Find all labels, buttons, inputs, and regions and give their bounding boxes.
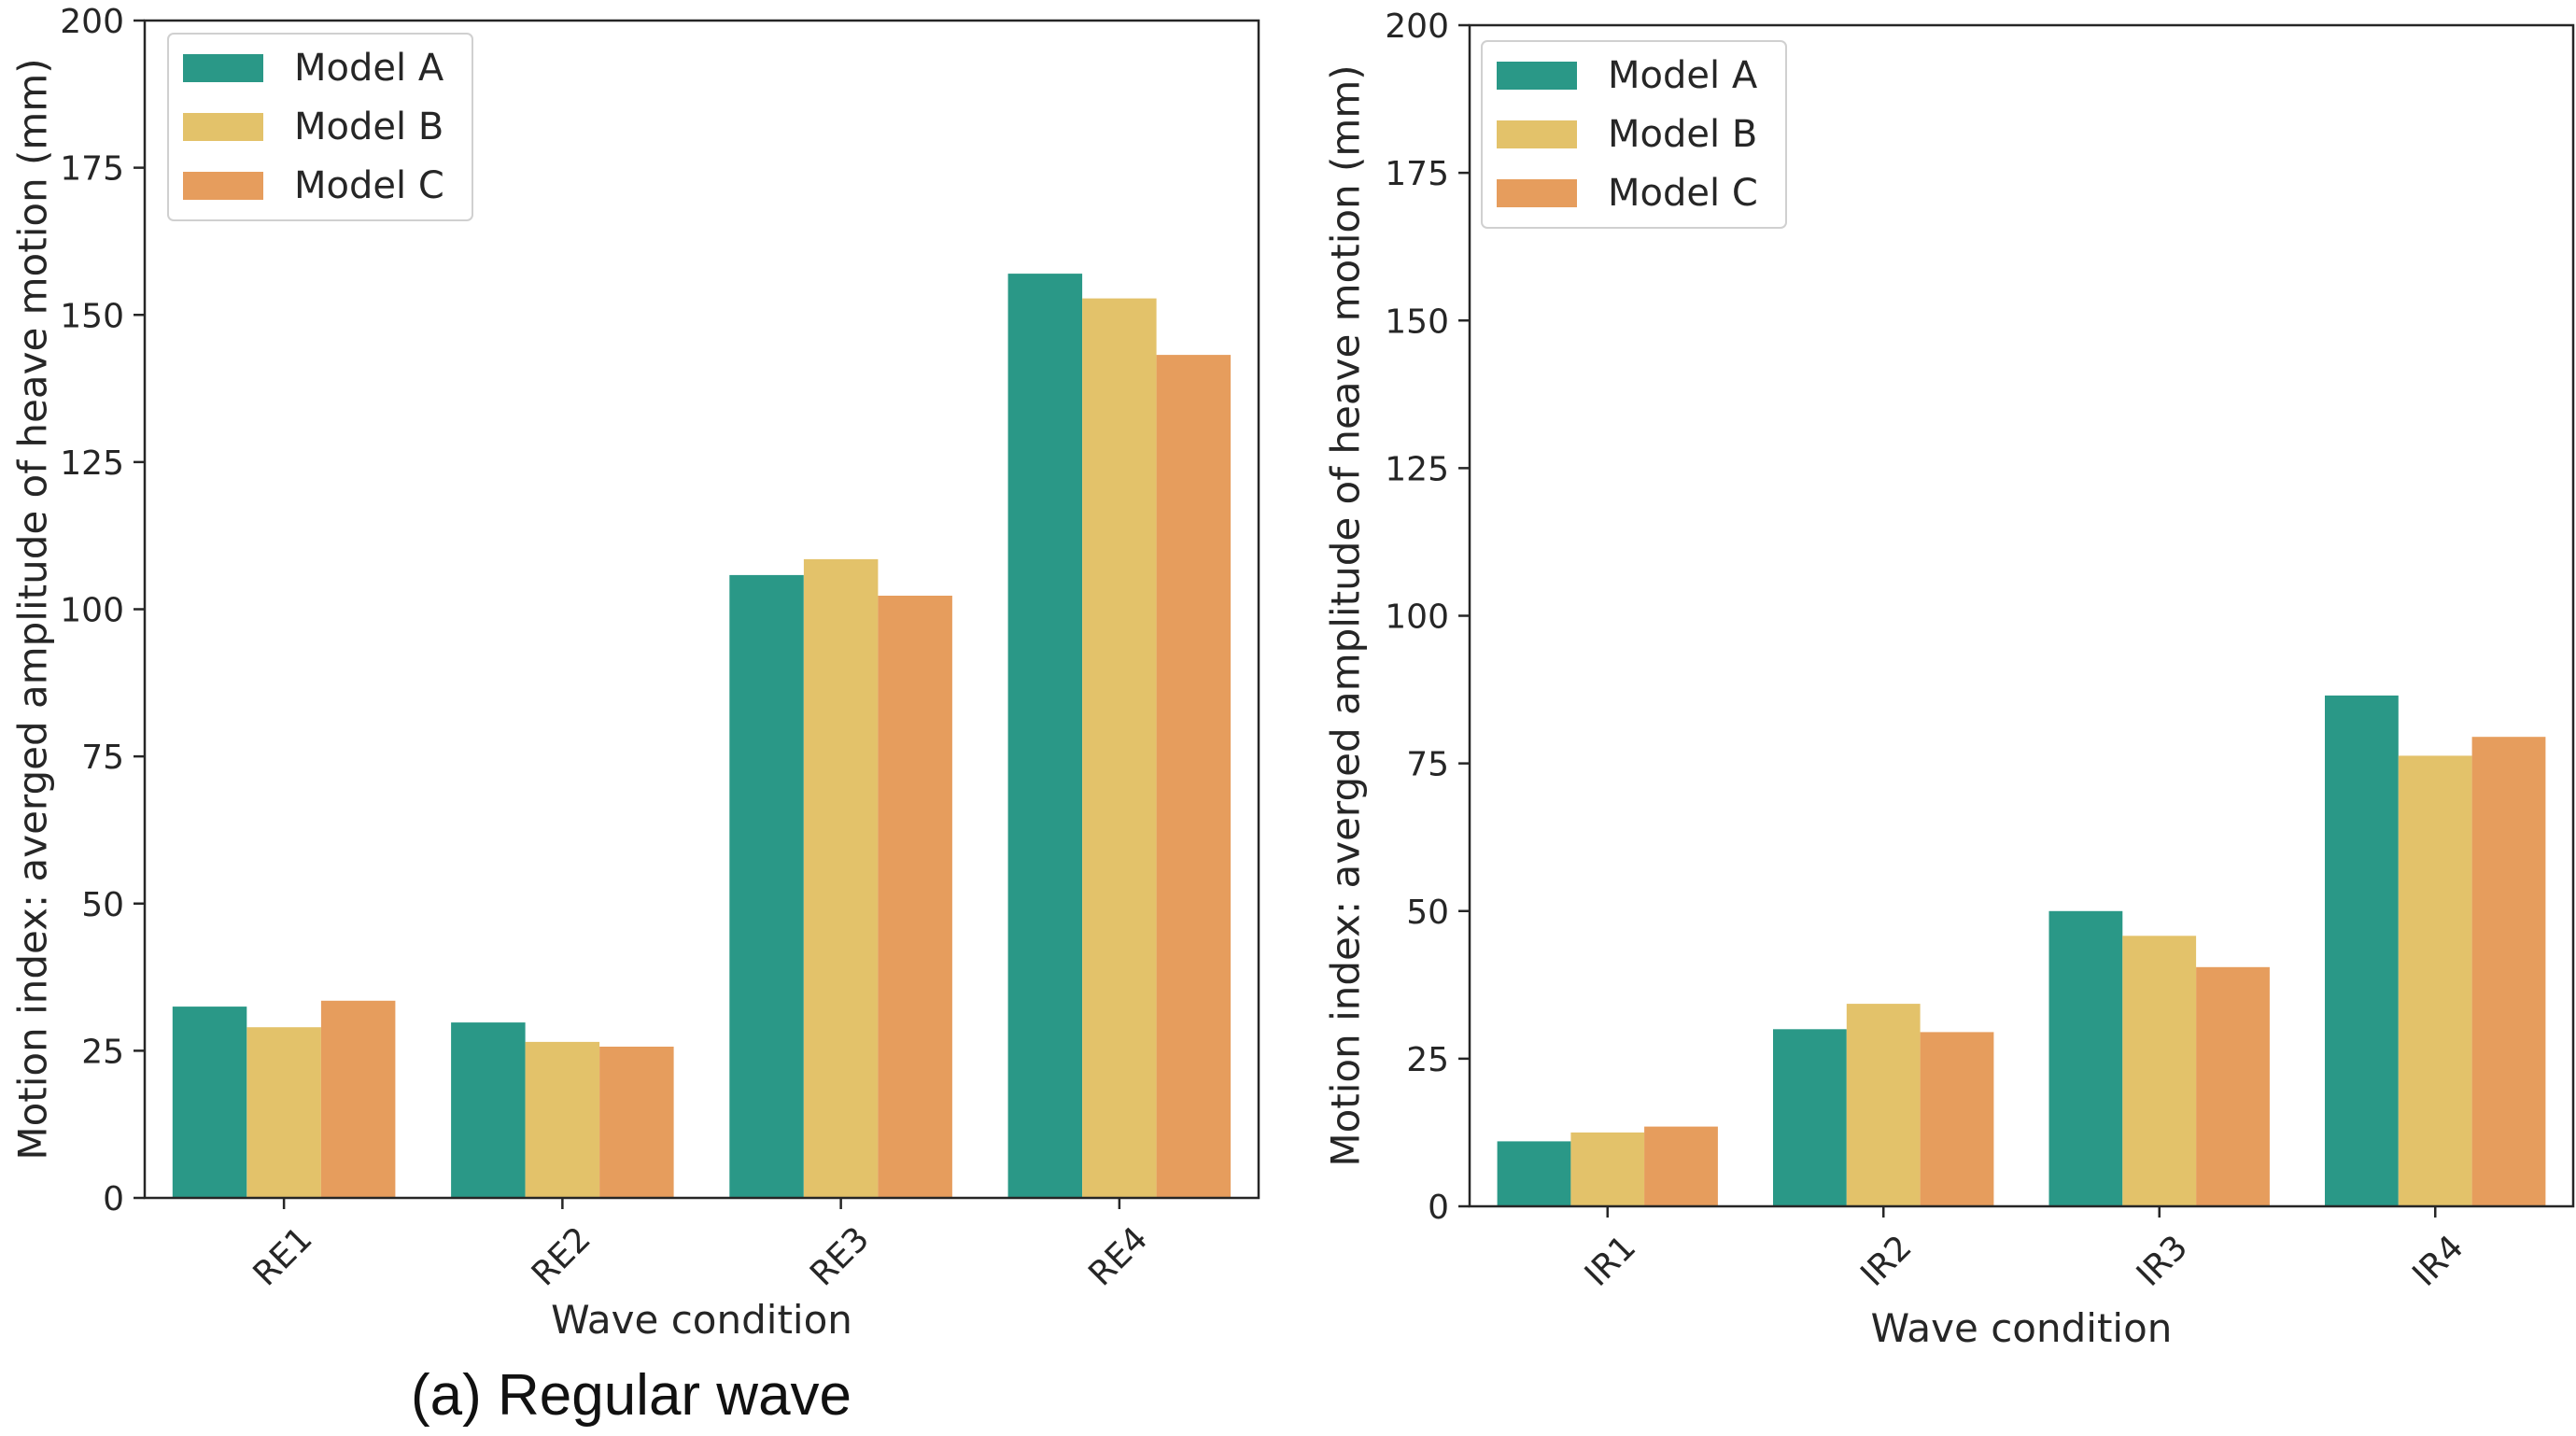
y-tick-label: 150 — [60, 297, 124, 335]
bar-model-c-ir3 — [2196, 966, 2270, 1206]
bar-model-b-ir4 — [2398, 755, 2472, 1206]
bar-model-b-re1 — [246, 1027, 321, 1198]
bar-model-c-re3 — [878, 596, 952, 1198]
y-tick-label: 75 — [81, 739, 124, 777]
bar-model-a-re2 — [451, 1022, 526, 1198]
bar-model-b-re2 — [525, 1041, 600, 1198]
y-tick-label: 200 — [1385, 7, 1449, 46]
x-tick-label: IR3 — [2130, 1228, 2195, 1293]
legend: Model A Model B Model C — [167, 33, 473, 221]
bar-model-a-ir2 — [1773, 1029, 1847, 1207]
y-tick-label: 75 — [1406, 746, 1449, 784]
x-tick-label: RE2 — [525, 1219, 598, 1293]
y-tick-label: 0 — [103, 1180, 124, 1218]
legend-label: Model A — [1608, 54, 1758, 97]
legend-label: Model C — [1608, 172, 1758, 215]
y-tick-label: 25 — [81, 1033, 124, 1071]
y-tick-label: 100 — [1385, 598, 1449, 637]
bar-model-c-ir1 — [1644, 1126, 1718, 1206]
y-axis-label: Motion index: averged amplitude of heave… — [10, 58, 56, 1160]
y-tick-label: 175 — [1385, 155, 1449, 193]
x-tick-label: IR4 — [2405, 1228, 2470, 1293]
bar-model-b-re3 — [803, 558, 879, 1198]
bars-group — [1497, 695, 2546, 1207]
legend-swatch-model-c — [1497, 179, 1577, 207]
bar-model-b-ir1 — [1570, 1132, 1645, 1206]
y-axis-label: Motion index: averged amplitude of heave… — [1323, 64, 1369, 1166]
bar-model-b-ir3 — [2122, 936, 2197, 1206]
bar-model-a-re1 — [172, 1007, 247, 1198]
bar-model-c-re4 — [1156, 355, 1232, 1199]
legend-swatch-model-b — [1497, 120, 1577, 148]
y-tick-label: 125 — [1385, 450, 1449, 488]
legend-label: Model B — [1608, 113, 1757, 156]
bar-model-a-re4 — [1007, 274, 1083, 1199]
panel-caption: (a) Regular wave — [411, 1363, 852, 1428]
x-tick-label: IR2 — [1853, 1228, 1919, 1293]
x-axis-label: Wave condition — [1871, 1305, 2173, 1351]
bar-model-c-ir4 — [2471, 737, 2546, 1206]
y-tick-label: 200 — [60, 3, 124, 41]
legend: Model A Model B Model C — [1481, 40, 1787, 229]
bar-model-b-ir2 — [1846, 1004, 1921, 1206]
y-tick-label: 0 — [1428, 1189, 1449, 1227]
bar-model-a-ir3 — [2048, 910, 2123, 1207]
legend-label: Model C — [294, 164, 444, 207]
y-tick-label: 175 — [60, 150, 124, 189]
legend-swatch-model-b — [183, 113, 263, 141]
y-tick-label: 125 — [60, 444, 124, 483]
legend-swatch-model-c — [183, 172, 263, 200]
bar-model-a-ir1 — [1497, 1141, 1571, 1206]
y-tick-label: 50 — [81, 886, 124, 924]
y-tick-label: 50 — [1406, 894, 1449, 932]
legend-label: Model B — [294, 106, 443, 148]
bars-group — [172, 274, 1232, 1199]
chart-irregular-wave: 0 25 50 75 100 125 150 175 200 IR1 IR2 IR3 IR4 Wave c… — [1323, 7, 2575, 1351]
bar-model-c-re2 — [599, 1047, 674, 1198]
y-tick-label: 100 — [60, 592, 124, 630]
x-tick-label: RE3 — [803, 1219, 877, 1293]
x-tick-label: IR1 — [1578, 1228, 1643, 1293]
bar-model-c-re1 — [320, 1000, 396, 1198]
legend-swatch-model-a — [183, 54, 263, 82]
x-tick-label: RE1 — [246, 1219, 320, 1293]
legend-label: Model A — [294, 47, 444, 90]
bar-model-a-ir4 — [2325, 695, 2399, 1206]
x-axis-label: Wave condition — [551, 1297, 852, 1343]
y-tick-label: 25 — [1406, 1041, 1449, 1079]
legend-swatch-model-a — [1497, 62, 1577, 90]
bar-model-c-ir2 — [1920, 1032, 1994, 1206]
y-tick-label: 150 — [1385, 303, 1449, 341]
chart-regular-wave: 0 25 50 75 100 125 150 175 200 RE1 RE2 RE3 RE4 Wave c… — [10, 3, 1260, 1428]
x-tick-label: RE4 — [1081, 1219, 1155, 1293]
bar-model-b-re4 — [1082, 298, 1157, 1199]
bar-model-a-re3 — [729, 574, 804, 1198]
